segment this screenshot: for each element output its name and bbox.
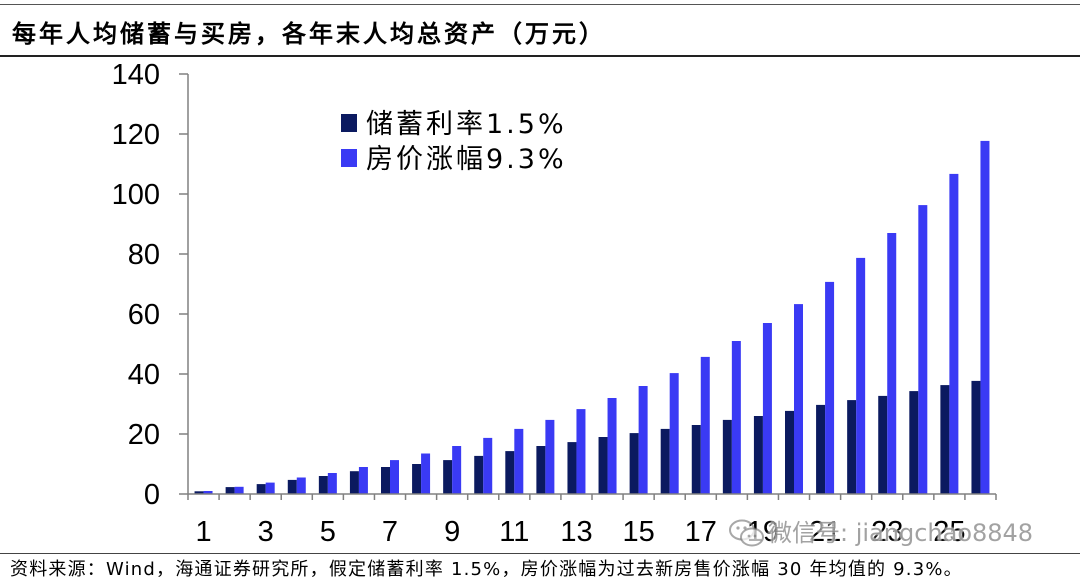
bar-housing-9 — [452, 446, 462, 494]
bar-housing-7 — [390, 460, 399, 494]
bar-housing-3 — [265, 482, 275, 494]
bar-savings-16 — [660, 428, 670, 494]
bar-housing-24 — [918, 205, 928, 494]
bar-housing-20 — [794, 304, 803, 494]
y-tick-label: 120 — [112, 119, 160, 151]
bar-savings-22 — [847, 400, 857, 494]
source-rule — [0, 553, 1080, 554]
bar-savings-12 — [536, 446, 546, 494]
x-tick-label: 5 — [320, 516, 336, 548]
bar-savings-6 — [349, 471, 359, 494]
bar-savings-11 — [505, 451, 515, 494]
y-tick-label: 40 — [128, 359, 160, 391]
bar-savings-21 — [816, 404, 826, 494]
bar-savings-17 — [691, 425, 701, 494]
bar-housing-23 — [887, 233, 897, 494]
x-tick-label: 11 — [499, 516, 529, 548]
bar-savings-23 — [878, 395, 888, 494]
x-tick-label: 15 — [622, 516, 654, 548]
legend-swatch-savings — [341, 114, 357, 132]
bar-housing-15 — [638, 386, 648, 494]
bar-housing-17 — [700, 356, 710, 494]
y-tick-label: 0 — [144, 479, 160, 511]
x-tick-label: 17 — [685, 516, 717, 548]
legend: 储蓄利率1.5% 房价涨幅9.3% — [341, 109, 567, 175]
bar-savings-26 — [971, 380, 981, 494]
bar-savings-4 — [287, 479, 297, 494]
bar-savings-10 — [474, 455, 484, 494]
bar-savings-24 — [909, 391, 919, 494]
bar-housing-12 — [545, 419, 555, 494]
bar-savings-18 — [722, 419, 732, 494]
bar-housing-14 — [607, 398, 617, 494]
bar-savings-5 — [318, 476, 328, 494]
x-tick-label: 23 — [871, 516, 903, 548]
legend-label-housing: 房价涨幅9.3% — [366, 144, 567, 175]
x-tick-label: 21 — [809, 516, 841, 548]
bar-housing-1 — [203, 491, 213, 494]
page-title: 每年人均储蓄与买房，各年末人均总资产（万元） — [12, 19, 606, 48]
watermark-text: 微信号: jiangchao8848 — [768, 519, 1034, 547]
x-axis-ticks: 1 3 5 7 9 11 13 15 17 19 21 23 25 — [187, 494, 997, 548]
bar-housing-2 — [234, 486, 244, 494]
y-tick-label: 80 — [128, 239, 160, 271]
bar-housing-6 — [358, 467, 368, 494]
bar-savings-2 — [225, 487, 235, 494]
bar-savings-7 — [381, 467, 390, 494]
bar-housing-22 — [856, 257, 866, 494]
axes-group — [187, 74, 996, 495]
bar-housing-11 — [514, 428, 524, 494]
bar-savings-19 — [753, 416, 763, 494]
bar-savings-13 — [567, 442, 577, 494]
bar-housing-21 — [825, 281, 835, 494]
bar-savings-3 — [256, 484, 266, 494]
bar-savings-25 — [940, 385, 950, 494]
y-tick-label: 140 — [112, 59, 160, 91]
bar-housing-19 — [762, 323, 772, 494]
y-tick-label: 100 — [112, 179, 160, 211]
wechat-icon — [728, 518, 766, 550]
x-tick-label: 25 — [933, 516, 965, 548]
y-axis-ticks: 0 20 40 60 80 100 120 140 — [112, 59, 188, 511]
bar-housing-16 — [669, 373, 679, 494]
bar-housing-13 — [576, 409, 586, 494]
bar-housing-4 — [296, 477, 306, 494]
bar-housing-26 — [980, 140, 990, 494]
bar-savings-15 — [629, 433, 639, 494]
bar-savings-14 — [598, 437, 608, 494]
bar-housing-10 — [483, 437, 493, 494]
bar-savings-8 — [412, 464, 422, 494]
y-tick-label: 20 — [128, 419, 160, 451]
top-rule — [0, 4, 1080, 5]
bar-savings-20 — [785, 410, 794, 494]
bar-housing-5 — [327, 473, 337, 494]
legend-label-savings: 储蓄利率1.5% — [366, 109, 567, 140]
bar-housing-18 — [731, 341, 741, 494]
bar-savings-9 — [443, 460, 453, 494]
y-tick-label: 60 — [128, 299, 160, 331]
x-tick-label: 3 — [258, 516, 274, 548]
bar-housing-25 — [949, 173, 959, 494]
x-tick-label: 9 — [444, 516, 460, 548]
bar-housing-8 — [421, 453, 431, 494]
bar-savings-1 — [194, 491, 204, 494]
bars-group — [194, 140, 990, 494]
source-note: 资料来源：Wind，海通证券研究所，假定储蓄利率 1.5%，房价涨幅为过去新房售… — [10, 559, 963, 580]
title-rule — [0, 55, 1080, 57]
x-tick-label: 1 — [195, 516, 211, 548]
legend-swatch-housing — [341, 149, 357, 167]
x-tick-label: 7 — [382, 516, 398, 548]
x-tick-label: 13 — [560, 516, 592, 548]
